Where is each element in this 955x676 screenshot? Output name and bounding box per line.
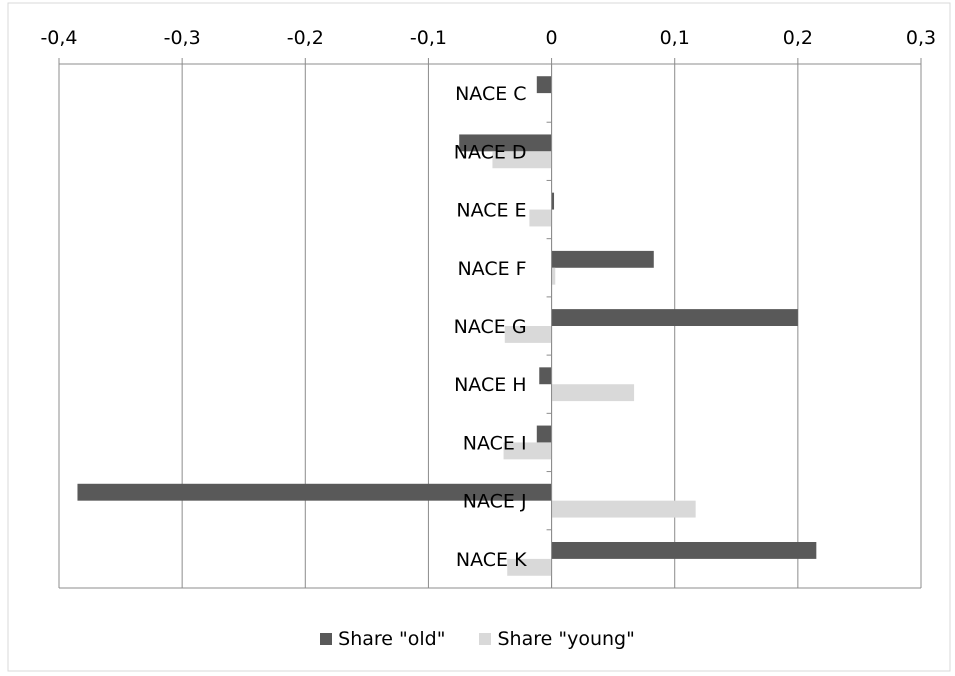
- bars: [77, 76, 817, 576]
- category-label: NACE E: [456, 200, 526, 222]
- category-label: NACE K: [456, 549, 527, 571]
- category-label: NACE F: [457, 258, 526, 280]
- x-tick-label: -0,3: [164, 27, 201, 49]
- legend-item-young: Share "young": [479, 628, 635, 650]
- bar-young: [503, 442, 552, 460]
- bar-old: [539, 367, 552, 385]
- category-label: NACE D: [454, 141, 527, 163]
- x-tick-label: 0,3: [906, 27, 936, 49]
- x-tick-label: -0,1: [410, 27, 447, 49]
- category-label: NACE I: [463, 432, 527, 454]
- bar-old: [551, 309, 798, 326]
- x-tick-label: 0,2: [783, 27, 813, 49]
- bar-old: [551, 542, 817, 559]
- x-tick-label: 0,1: [660, 27, 690, 49]
- bar-old: [77, 483, 552, 501]
- bar-old: [551, 192, 555, 210]
- legend-item-old: Share "old": [320, 628, 445, 650]
- category-label: NACE C: [455, 83, 526, 105]
- bar-young: [492, 151, 552, 169]
- legend-label-old: Share "old": [338, 628, 446, 650]
- bar-young: [507, 558, 552, 576]
- category-labels: NACE C NACE D NACE E NACE F NACE G NACE H NACE…: [454, 83, 527, 571]
- x-tick-label: -0,4: [40, 27, 77, 49]
- legend-label-young: Share "young": [497, 628, 635, 650]
- bar-old: [551, 250, 654, 268]
- x-axis: -0,4 -0,3 -0,2 -0,1 0 0,1 0,2 0,3: [40, 27, 936, 589]
- legend-swatch-young: [479, 633, 492, 645]
- bar-old: [459, 134, 552, 152]
- bar-young: [551, 267, 556, 285]
- bar-young: [529, 209, 552, 227]
- chart-border: [7, 2, 951, 672]
- bar-old: [536, 425, 552, 443]
- legend: Share "old" Share "young": [0, 628, 955, 650]
- category-label: NACE H: [454, 374, 526, 396]
- bar-young: [551, 500, 696, 518]
- bar-young: [551, 384, 635, 402]
- legend-swatch-old: [320, 633, 333, 645]
- bar-old: [536, 76, 552, 94]
- bar-young: [504, 326, 552, 343]
- x-tick-label: 0: [546, 27, 558, 49]
- x-tick-label: -0,2: [287, 27, 324, 49]
- category-label: NACE J: [463, 491, 527, 513]
- category-label: NACE G: [454, 316, 527, 338]
